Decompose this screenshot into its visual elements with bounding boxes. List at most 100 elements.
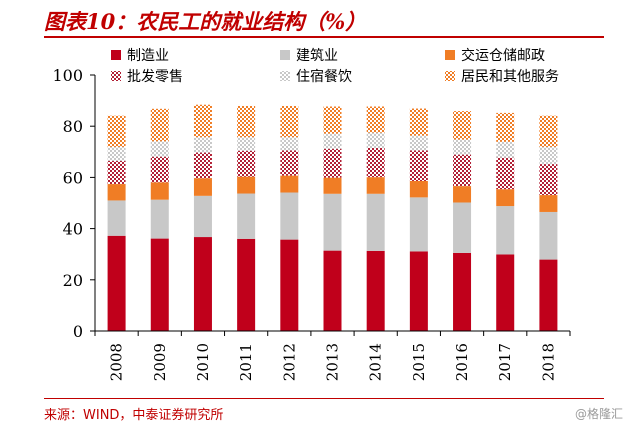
- bar-segment: [237, 238, 256, 331]
- bar-segment: [539, 211, 558, 260]
- legend-item-series-3: 批发零售: [111, 69, 183, 85]
- y-tick-label: 60: [63, 168, 83, 187]
- legend-label: 交运仓储邮政: [461, 47, 545, 64]
- bar-segment: [237, 176, 256, 194]
- bar-segment: [150, 141, 169, 157]
- bar-segment: [237, 137, 256, 151]
- bar-segment: [366, 177, 385, 194]
- bar-segment: [193, 137, 212, 153]
- bar-stack-2012: [280, 105, 299, 331]
- bar-segment: [280, 150, 299, 176]
- bar-segment: [453, 252, 472, 331]
- legend-label: 建筑业: [296, 48, 338, 64]
- x-tick-label: 2018: [539, 343, 557, 381]
- bar-segment: [237, 193, 256, 239]
- bar-segment: [150, 108, 169, 142]
- bar-stack-2016: [453, 111, 472, 331]
- bar-segment: [150, 238, 169, 331]
- bar-segment: [193, 237, 212, 331]
- bar-segment: [453, 154, 472, 187]
- legend-item-series-4: 住宿餐饮: [280, 68, 352, 85]
- y-tick-label: 100: [52, 66, 83, 85]
- legend-swatch: [445, 50, 455, 60]
- bar-segment: [409, 197, 428, 252]
- bar-segment: [237, 150, 256, 177]
- bar-segment: [409, 251, 428, 331]
- x-tick-label: 2014: [367, 343, 385, 381]
- bar-segment: [280, 105, 299, 138]
- bar-segment: [323, 193, 342, 251]
- x-tick-label: 2011: [237, 343, 255, 381]
- x-tick-label: 2016: [453, 343, 471, 381]
- legend-label: 批发零售: [127, 69, 183, 85]
- bar-segment: [193, 195, 212, 238]
- bar-segment: [409, 135, 428, 151]
- x-tick-label: 2012: [280, 343, 298, 381]
- y-tick-label: 40: [63, 220, 83, 239]
- bar-segment: [280, 137, 299, 151]
- bar-segment: [193, 104, 212, 138]
- bar-segment: [323, 106, 342, 134]
- bar-segment: [366, 147, 385, 178]
- x-tick-label: 2013: [324, 343, 342, 381]
- bar-segment: [323, 133, 342, 149]
- bar-stack-2010: [193, 104, 212, 331]
- bar-stack-2018: [539, 115, 558, 331]
- legend-label: 住宿餐饮: [296, 68, 352, 85]
- x-tick-label: 2010: [194, 343, 212, 381]
- bar-segment: [409, 108, 428, 136]
- bar-segment: [539, 259, 558, 331]
- title-bar: 图表10：农民工的就业结构（%）: [0, 0, 631, 38]
- bar-segment: [107, 235, 126, 331]
- x-tick-label: 2017: [496, 343, 514, 381]
- bar-segment: [453, 139, 472, 155]
- source-divider: [44, 398, 604, 399]
- bar-stack-2009: [150, 108, 169, 331]
- bar-segment: [539, 195, 558, 212]
- bar-segment: [539, 146, 558, 165]
- bar-segment: [453, 111, 472, 140]
- bar-stack-2013: [323, 106, 342, 331]
- x-tick-label: 2008: [108, 343, 126, 381]
- x-tick-label: 2009: [151, 343, 169, 381]
- y-tick-label: 0: [73, 322, 83, 341]
- bar-segment: [496, 254, 515, 331]
- bar-segment: [193, 152, 212, 179]
- legend-item-series-2: 交运仓储邮政: [445, 47, 545, 64]
- bar-segment: [496, 112, 515, 142]
- bar-segment: [366, 132, 385, 148]
- bar-segment: [107, 200, 126, 236]
- bar-segment: [323, 177, 342, 194]
- chart-title: 图表10：农民工的就业结构（%）: [44, 9, 367, 34]
- bar-segment: [150, 199, 169, 239]
- bar-segment: [107, 161, 126, 185]
- legend-swatch: [280, 50, 290, 60]
- legend-item-series-5: 居民和其他服务: [445, 69, 559, 85]
- legend-swatch: [280, 71, 290, 81]
- bar-segment: [237, 105, 256, 138]
- bar-segment: [496, 206, 515, 255]
- bar-segment: [107, 115, 126, 147]
- y-tick-label: 80: [63, 117, 83, 136]
- bar-segment: [107, 184, 126, 201]
- bar-stack-2015: [409, 108, 428, 331]
- bar-segment: [496, 157, 515, 190]
- legend-label: 制造业: [127, 48, 169, 64]
- bar-segment: [323, 148, 342, 178]
- bar-segment: [107, 146, 126, 162]
- bar-segment: [453, 202, 472, 253]
- bar-segment: [409, 150, 428, 181]
- bar-segment: [280, 175, 299, 193]
- watermark: @格隆汇: [574, 407, 623, 421]
- plot-area: [107, 104, 558, 331]
- x-tick-label: 2015: [410, 343, 428, 381]
- bar-stack-2008: [107, 115, 126, 331]
- bar-stack-2011: [237, 105, 256, 331]
- bar-segment: [496, 189, 515, 207]
- axes: 0 20 40 60 80 100 2008 2009 2010 2011 2012 2013 2014…: [52, 66, 571, 381]
- bar-stack-2014: [366, 106, 385, 331]
- bar-segment: [366, 193, 385, 251]
- legend-swatch: [111, 71, 121, 81]
